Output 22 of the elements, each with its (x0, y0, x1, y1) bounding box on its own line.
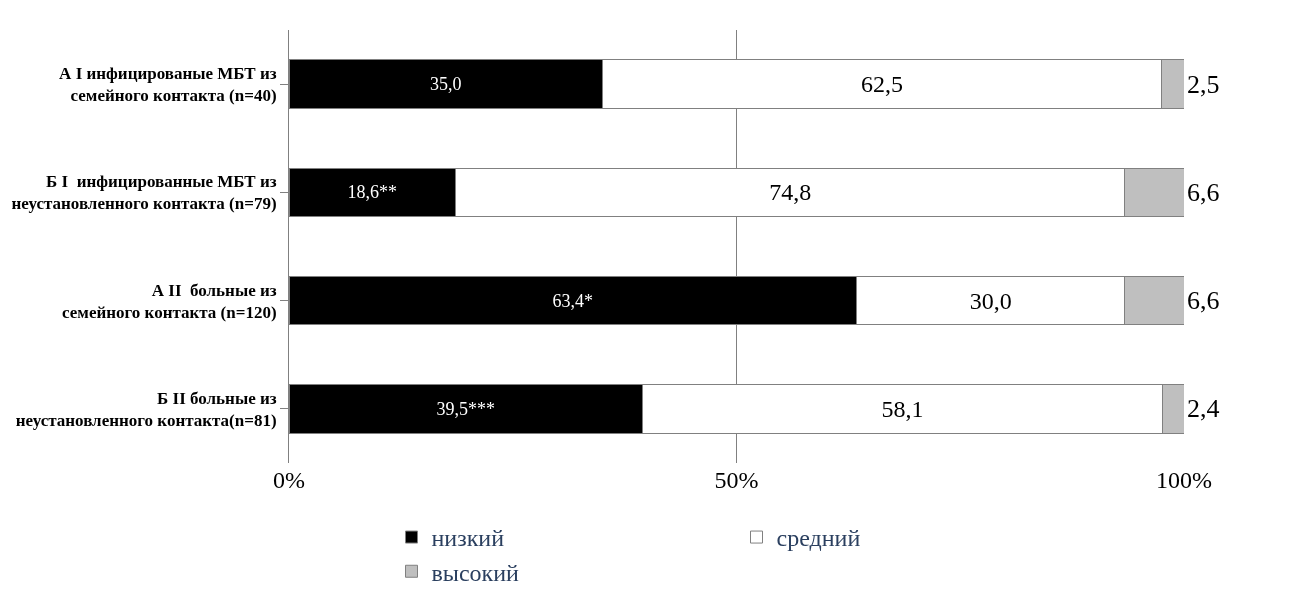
legend-label: высокий (431, 559, 520, 586)
data-label: 6,6 (1187, 286, 1220, 316)
x-tick-label: 0% (273, 467, 305, 493)
x-tick-label: 50% (714, 467, 759, 493)
y-tick-label: А I инфицированые МБТ из семейного контакта (n=40) (59, 64, 277, 106)
data-label: 18,6** (347, 182, 397, 203)
data-label: 2,4 (1187, 394, 1220, 424)
y-tick-label: А II больные из семейного контакта (n=120) (62, 280, 277, 322)
data-label: 35,0 (429, 74, 462, 95)
y-tick-label: Б I инфицированные МБТ из неустановленного контакта (n=79) (11, 172, 277, 214)
data-label: 58,1 (881, 395, 924, 422)
data-label: 30,0 (969, 287, 1012, 314)
legend-label: средний (776, 525, 861, 552)
data-label: 74,8 (769, 179, 812, 206)
data-label: 6,6 (1187, 177, 1220, 207)
y-tick-label: Б II больные из неустановленного контакта(n=81) (15, 388, 277, 430)
data-label: 62,5 (860, 71, 903, 98)
data-label: 2,5 (1187, 69, 1220, 99)
x-tick-label: 100% (1156, 467, 1212, 493)
data-label: 39,5*** (436, 398, 496, 419)
data-label: 63,4* (552, 290, 593, 311)
legend-label: низкий (431, 525, 505, 552)
